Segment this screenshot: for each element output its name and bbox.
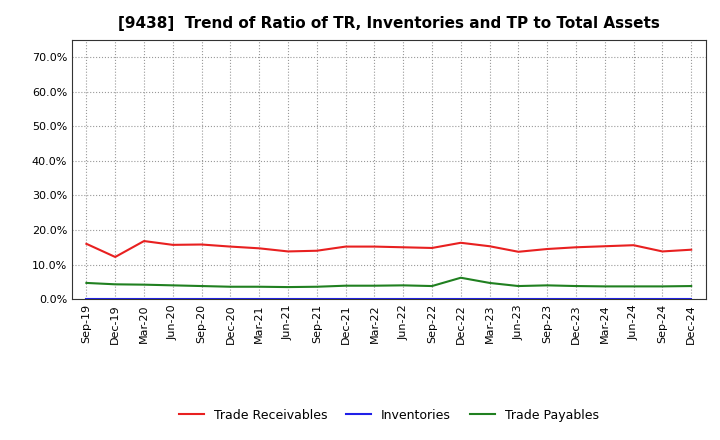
Trade Payables	[514, 283, 523, 289]
Inventories	[82, 296, 91, 301]
Trade Receivables	[658, 249, 667, 254]
Trade Payables	[543, 283, 552, 288]
Inventories	[370, 296, 379, 301]
Line: Trade Receivables: Trade Receivables	[86, 241, 691, 257]
Trade Payables	[658, 284, 667, 289]
Inventories	[629, 296, 638, 301]
Inventories	[456, 296, 465, 301]
Trade Receivables	[197, 242, 206, 247]
Trade Payables	[111, 282, 120, 287]
Trade Payables	[226, 284, 235, 290]
Inventories	[658, 296, 667, 301]
Inventories	[284, 296, 292, 301]
Title: [9438]  Trend of Ratio of TR, Inventories and TP to Total Assets: [9438] Trend of Ratio of TR, Inventories…	[118, 16, 660, 32]
Trade Payables	[341, 283, 350, 288]
Trade Payables	[456, 275, 465, 280]
Inventories	[111, 296, 120, 301]
Inventories	[572, 296, 580, 301]
Trade Receivables	[226, 244, 235, 249]
Inventories	[255, 296, 264, 301]
Trade Receivables	[514, 249, 523, 254]
Trade Receivables	[312, 248, 321, 253]
Trade Receivables	[140, 238, 148, 244]
Trade Receivables	[255, 246, 264, 251]
Trade Payables	[140, 282, 148, 287]
Trade Payables	[197, 283, 206, 289]
Inventories	[428, 296, 436, 301]
Trade Receivables	[456, 240, 465, 246]
Trade Payables	[600, 284, 609, 289]
Trade Receivables	[687, 247, 696, 253]
Trade Payables	[168, 283, 177, 288]
Trade Receivables	[399, 245, 408, 250]
Trade Payables	[629, 284, 638, 289]
Trade Payables	[485, 280, 494, 286]
Trade Receivables	[543, 246, 552, 252]
Trade Payables	[370, 283, 379, 288]
Trade Receivables	[485, 244, 494, 249]
Line: Trade Payables: Trade Payables	[86, 278, 691, 287]
Inventories	[687, 296, 696, 301]
Inventories	[543, 296, 552, 301]
Trade Payables	[312, 284, 321, 290]
Trade Receivables	[82, 241, 91, 246]
Inventories	[168, 296, 177, 301]
Inventories	[197, 296, 206, 301]
Inventories	[514, 296, 523, 301]
Inventories	[312, 296, 321, 301]
Inventories	[485, 296, 494, 301]
Trade Receivables	[370, 244, 379, 249]
Trade Payables	[255, 284, 264, 290]
Trade Payables	[399, 283, 408, 288]
Trade Receivables	[284, 249, 292, 254]
Trade Payables	[428, 283, 436, 289]
Trade Receivables	[600, 244, 609, 249]
Inventories	[341, 296, 350, 301]
Trade Receivables	[428, 246, 436, 251]
Trade Payables	[82, 280, 91, 286]
Trade Receivables	[572, 245, 580, 250]
Trade Receivables	[111, 254, 120, 260]
Trade Payables	[284, 284, 292, 290]
Inventories	[226, 296, 235, 301]
Trade Receivables	[341, 244, 350, 249]
Inventories	[399, 296, 408, 301]
Trade Payables	[687, 283, 696, 289]
Trade Receivables	[629, 242, 638, 248]
Inventories	[140, 296, 148, 301]
Inventories	[600, 296, 609, 301]
Trade Receivables	[168, 242, 177, 247]
Trade Payables	[572, 283, 580, 289]
Legend: Trade Receivables, Inventories, Trade Payables: Trade Receivables, Inventories, Trade Pa…	[174, 404, 604, 427]
